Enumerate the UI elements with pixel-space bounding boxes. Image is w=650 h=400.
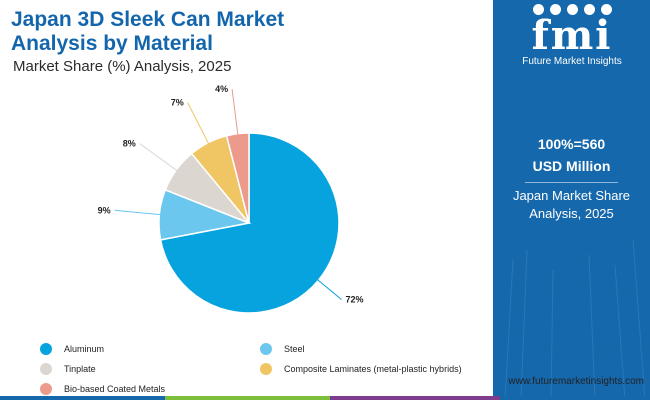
pie-leader-lines	[114, 89, 342, 300]
data-label: 8%	[123, 139, 136, 149]
bottom-bar-green	[165, 396, 330, 400]
panel-divider	[525, 182, 618, 183]
legend-label: Tinplate	[64, 363, 96, 374]
leader-line	[311, 274, 342, 300]
legend-label: Aluminum	[64, 343, 105, 354]
leader-line	[139, 143, 183, 176]
legend-item-bio-based: Bio-based Coated Metals	[40, 380, 260, 397]
data-label: 9%	[98, 205, 111, 215]
logo-icons	[507, 4, 637, 15]
logo-dot-icon	[532, 4, 544, 15]
legend-label: Bio-based Coated Metals	[64, 383, 166, 394]
logo-dot-icon	[549, 4, 561, 15]
website-url[interactable]: www.futuremarketinsights.com	[508, 376, 644, 387]
bottom-bar-blue	[0, 396, 165, 400]
legend-label: Composite Laminates (metal-plastic hybri…	[284, 363, 462, 374]
legend-label: Steel	[284, 343, 305, 354]
pie-chart: 72% 9% 8% 7% 4%	[98, 84, 364, 314]
pie-slices	[158, 132, 340, 314]
logo-dot-icon	[566, 4, 578, 15]
legend-item-composite: Composite Laminates (metal-plastic hybri…	[260, 360, 480, 377]
legend-item-steel: Steel	[260, 340, 480, 357]
legend-swatch	[40, 382, 52, 395]
legend-swatch	[40, 342, 52, 355]
bottom-bar-blue-end	[500, 396, 650, 400]
panel-description: Japan Market Share Analysis, 2025	[512, 188, 631, 221]
logo-tagline: Future Market Insights	[522, 56, 622, 67]
market-total-unit: USD Million	[532, 158, 611, 174]
bottom-color-bar	[0, 396, 650, 400]
chart-subtitle: Market Share (%) Analysis, 2025	[13, 58, 232, 75]
data-label: 72%	[345, 294, 363, 304]
data-label: 7%	[171, 98, 184, 108]
pie-data-labels: 72% 9% 8% 7% 4%	[98, 84, 364, 304]
legend-item-tinplate: Tinplate	[40, 360, 260, 377]
logo-wordmark: fmi	[531, 12, 613, 59]
logo-dot-icon	[600, 4, 612, 15]
market-total-value: 100%=560	[537, 136, 606, 152]
bottom-bar-purple	[330, 396, 500, 400]
info-panel: fmi Future Market Insights 100%=560 USD …	[493, 0, 650, 400]
leader-line	[114, 209, 168, 216]
legend: Aluminum Steel Tinplate Composite Lamina…	[40, 340, 480, 397]
legend-swatch	[260, 342, 272, 355]
fmi-logo: fmi Future Market Insights	[507, 4, 637, 67]
legend-swatch	[40, 362, 52, 375]
leader-line	[187, 102, 213, 151]
data-label: 4%	[215, 84, 228, 94]
leader-line	[231, 89, 240, 142]
panel-decoration	[504, 239, 646, 400]
legend-swatch	[260, 362, 272, 375]
chart-title: Japan 3D Sleek Can Market Analysis by Ma…	[11, 8, 285, 55]
legend-item-aluminum: Aluminum	[40, 340, 260, 357]
logo-dot-icon	[583, 4, 595, 15]
